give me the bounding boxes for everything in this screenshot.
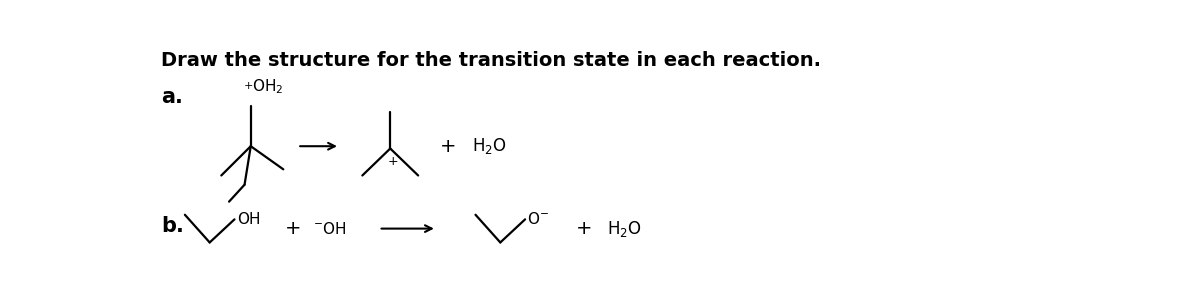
Text: +: + bbox=[244, 81, 253, 91]
Text: OH: OH bbox=[238, 212, 262, 227]
Text: +: + bbox=[388, 155, 398, 168]
Text: +: + bbox=[286, 219, 301, 238]
Text: +: + bbox=[576, 219, 593, 238]
Text: $\mathsf{H_2O}$: $\mathsf{H_2O}$ bbox=[607, 219, 642, 238]
Text: $\mathsf{OH_2}$: $\mathsf{OH_2}$ bbox=[252, 77, 283, 96]
Text: a.: a. bbox=[161, 87, 182, 107]
Text: b.: b. bbox=[161, 215, 184, 236]
Text: $\mathsf{H_2O}$: $\mathsf{H_2O}$ bbox=[472, 136, 506, 156]
Text: Draw the structure for the transition state in each reaction.: Draw the structure for the transition st… bbox=[161, 52, 821, 71]
Text: +: + bbox=[440, 137, 457, 156]
Text: $\mathsf{O^{-}}$: $\mathsf{O^{-}}$ bbox=[527, 211, 548, 227]
Text: $\mathsf{^{-}OH}$: $\mathsf{^{-}OH}$ bbox=[313, 221, 347, 237]
